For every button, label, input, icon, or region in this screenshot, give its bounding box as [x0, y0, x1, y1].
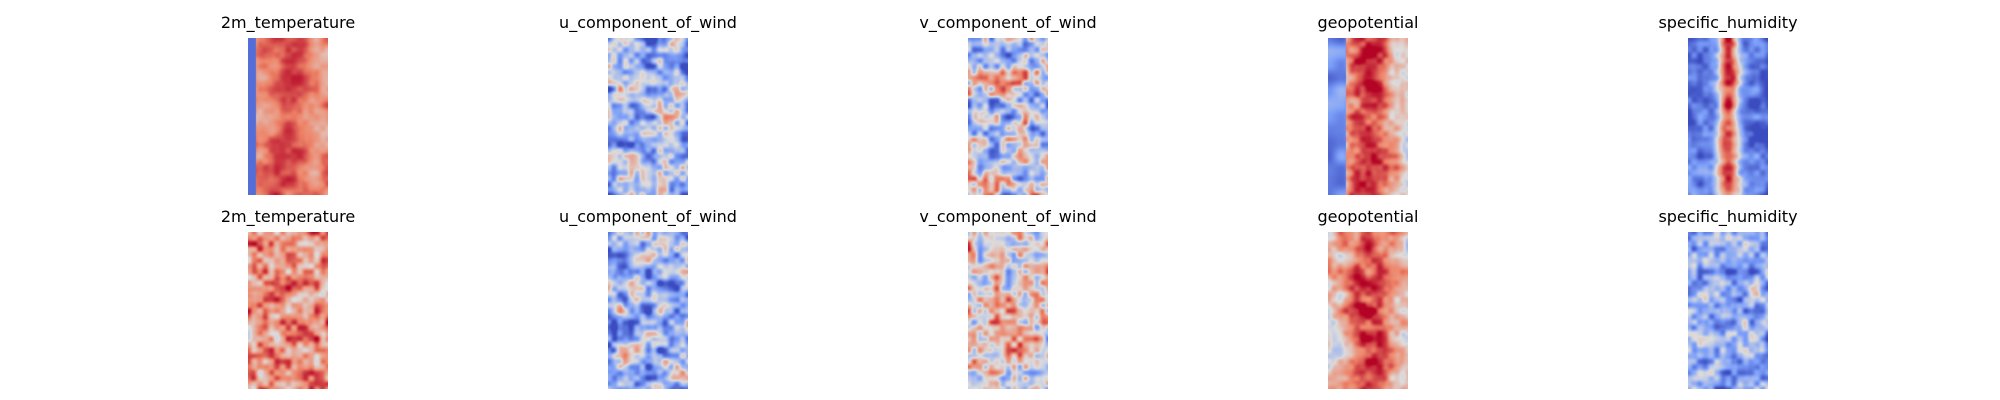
heatmap	[1328, 232, 1408, 389]
heatmap	[248, 232, 328, 389]
heatmap	[608, 38, 688, 195]
panel-title: v_component_of_wind	[919, 207, 1097, 226]
panel-title: u_component_of_wind	[559, 207, 737, 226]
panel-title: 2m_temperature	[220, 13, 356, 32]
heatmap	[248, 38, 328, 195]
panel-title: v_component_of_wind	[919, 13, 1097, 32]
heatmap	[968, 232, 1048, 389]
panel-title: u_component_of_wind	[559, 13, 737, 32]
panel-title: specific_humidity	[1658, 207, 1798, 226]
panel-title: geopotential	[1317, 13, 1419, 32]
heatmap	[1328, 38, 1408, 195]
panel-title: specific_humidity	[1658, 13, 1798, 32]
panel-title: 2m_temperature	[220, 207, 356, 226]
heatmap	[1688, 38, 1768, 195]
panel-title: geopotential	[1317, 207, 1419, 226]
heatmap	[1688, 232, 1768, 389]
heatmap	[608, 232, 688, 389]
heatmap	[968, 38, 1048, 195]
